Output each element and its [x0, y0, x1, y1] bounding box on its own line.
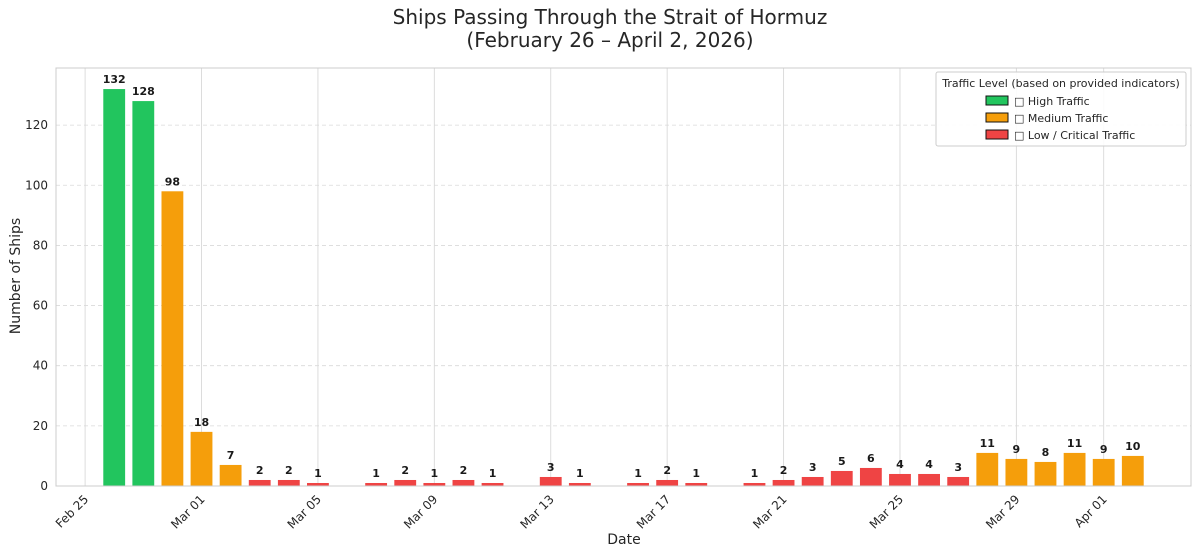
bar — [365, 482, 388, 486]
bar — [307, 482, 329, 486]
chart-title: Ships Passing Through the Strait of Horm… — [393, 5, 828, 29]
legend-box — [935, 71, 1187, 147]
legend-swatch-high — [985, 95, 1009, 106]
bar — [1005, 458, 1028, 486]
bar — [656, 479, 679, 486]
x-tick-label: Mar 21 — [750, 492, 789, 531]
bar-value-label: 1 — [314, 467, 322, 480]
bar-value-label: 1 — [751, 467, 759, 480]
bar-value-label: 5 — [838, 455, 846, 468]
y-tick-label: 100 — [25, 178, 48, 192]
bar-value-label: 2 — [256, 464, 264, 477]
legend-label-high: □ High Traffic — [1014, 95, 1090, 108]
bar-value-label: 4 — [925, 458, 933, 471]
bar — [161, 191, 184, 486]
bar — [1063, 452, 1086, 486]
bar-value-label: 6 — [867, 452, 875, 465]
y-tick-label: 60 — [33, 299, 48, 313]
legend: Traffic Level (based on provided indicat… — [935, 71, 1187, 147]
bar-value-label: 8 — [1042, 446, 1050, 459]
bar-value-label: 7 — [227, 449, 235, 462]
bar — [889, 473, 911, 486]
y-tick-label: 80 — [33, 238, 48, 252]
bar — [1092, 458, 1115, 486]
bar-value-label: 3 — [547, 461, 555, 474]
x-tick-label: Apr 01 — [1072, 492, 1110, 530]
bar-value-label: 9 — [1013, 443, 1021, 456]
bar — [568, 482, 591, 486]
bar-value-label: 9 — [1100, 443, 1108, 456]
y-tick-label: 120 — [25, 118, 48, 132]
bar — [627, 482, 649, 486]
plot-frame — [55, 67, 1192, 487]
bar-value-label: 1 — [431, 467, 439, 480]
bar-value-label: 2 — [663, 464, 671, 477]
bar — [190, 431, 213, 486]
y-tick-label: 20 — [33, 419, 48, 433]
bar-value-label: 10 — [1125, 440, 1141, 453]
bar — [219, 464, 242, 486]
x-tick-label: Mar 01 — [168, 492, 207, 531]
bar — [685, 482, 708, 486]
bar — [423, 482, 446, 486]
bar — [1121, 455, 1144, 486]
bar — [452, 479, 475, 486]
bar-value-label: 2 — [460, 464, 468, 477]
bar-value-label: 1 — [576, 467, 584, 480]
bar-value-label: 1 — [692, 467, 700, 480]
bar-value-label: 11 — [1067, 437, 1082, 450]
bar — [132, 101, 155, 487]
x-tick-label: Mar 25 — [867, 492, 906, 531]
bar — [801, 476, 824, 486]
bar-value-label: 1 — [634, 467, 642, 480]
chart-subtitle: (February 26 – April 2, 2026) — [466, 28, 753, 52]
bar — [277, 479, 300, 486]
x-tick-label: Mar 05 — [285, 492, 324, 531]
bar — [103, 89, 126, 487]
bar — [1034, 461, 1057, 486]
bar — [743, 482, 766, 486]
bar — [859, 467, 882, 486]
bar-value-label: 18 — [194, 416, 209, 429]
legend-swatch-low — [985, 129, 1009, 140]
bar — [394, 479, 417, 486]
bar-value-label: 98 — [165, 175, 180, 188]
bar — [248, 479, 271, 486]
bar-value-label: 1 — [372, 467, 380, 480]
bar-value-label: 132 — [103, 73, 126, 86]
bar — [539, 476, 562, 486]
x-tick-label: Mar 09 — [401, 492, 440, 531]
x-axis-label: Date — [607, 532, 640, 548]
bar — [772, 479, 795, 486]
legend-swatch-medium — [985, 112, 1009, 123]
x-tick-label: Mar 17 — [634, 492, 673, 531]
x-tick-label: Mar 29 — [983, 492, 1022, 531]
bar — [976, 452, 999, 486]
bar-value-label: 4 — [896, 458, 904, 471]
x-tick-label: Mar 13 — [517, 492, 556, 531]
bar-value-label: 1 — [489, 467, 497, 480]
bar-value-label: 3 — [954, 461, 962, 474]
bar-value-label: 128 — [132, 85, 155, 98]
bar-value-label: 2 — [401, 464, 409, 477]
y-axis-label: Number of Ships — [8, 218, 24, 334]
bar-value-label: 11 — [980, 437, 995, 450]
bar — [918, 473, 940, 486]
legend-label-low: □ Low / Critical Traffic — [1014, 129, 1135, 142]
legend-label-medium: □ Medium Traffic — [1014, 112, 1108, 125]
y-tick-label: 0 — [40, 479, 48, 493]
bar-value-label: 2 — [285, 464, 293, 477]
x-tick-label: Feb 25 — [53, 492, 91, 530]
bar-value-label: 3 — [809, 461, 817, 474]
bar — [481, 482, 504, 486]
bar-value-label: 2 — [780, 464, 788, 477]
bar — [947, 476, 970, 486]
bar — [830, 470, 853, 486]
y-tick-label: 40 — [33, 359, 48, 373]
legend-title: Traffic Level (based on provided indicat… — [941, 77, 1180, 90]
